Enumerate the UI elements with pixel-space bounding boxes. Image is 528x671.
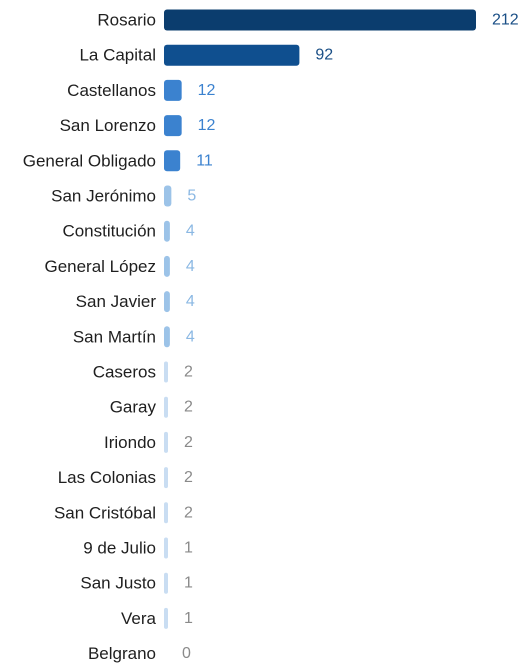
category-label: General Obligado bbox=[23, 151, 156, 170]
bar bbox=[164, 115, 182, 137]
category-label: San Lorenzo bbox=[60, 116, 156, 135]
value-label: 4 bbox=[186, 223, 195, 240]
value-label: 2 bbox=[184, 364, 193, 381]
category-label: 9 de Julio bbox=[83, 539, 156, 558]
value-label: 1 bbox=[184, 540, 193, 557]
category-label: Belgrano bbox=[88, 644, 156, 663]
bar bbox=[164, 572, 168, 594]
bar bbox=[164, 79, 182, 101]
bar bbox=[164, 9, 476, 31]
bar bbox=[164, 44, 300, 66]
value-label: 2 bbox=[184, 399, 193, 416]
value-label: 92 bbox=[315, 47, 333, 64]
category-label: San Jerónimo bbox=[51, 187, 156, 206]
bar bbox=[164, 396, 168, 418]
bar bbox=[164, 150, 181, 172]
value-label: 12 bbox=[198, 82, 216, 99]
value-label: 11 bbox=[196, 152, 213, 169]
bar bbox=[164, 361, 168, 383]
value-label: 1 bbox=[184, 610, 193, 627]
value-label: 4 bbox=[186, 258, 195, 275]
value-label: 2 bbox=[184, 504, 193, 521]
value-label: 1 bbox=[184, 575, 193, 592]
value-label: 0 bbox=[182, 645, 191, 662]
bar bbox=[164, 220, 170, 242]
value-label: 2 bbox=[184, 434, 193, 451]
category-label: San Javier bbox=[76, 292, 157, 311]
value-label: 5 bbox=[187, 188, 196, 205]
bar bbox=[164, 185, 172, 207]
category-label: Garay bbox=[110, 398, 157, 417]
bar bbox=[164, 291, 170, 313]
bar bbox=[164, 467, 168, 489]
category-label: Las Colonias bbox=[58, 468, 156, 487]
category-label: General López bbox=[44, 257, 156, 276]
bar bbox=[164, 431, 168, 453]
bar bbox=[164, 326, 170, 348]
category-label: Caseros bbox=[93, 363, 156, 382]
bar bbox=[164, 537, 168, 559]
category-label: Iriondo bbox=[104, 433, 156, 452]
category-label: Rosario bbox=[97, 11, 156, 30]
category-label: Vera bbox=[121, 609, 157, 628]
category-label: Constitución bbox=[62, 222, 156, 241]
value-label: 12 bbox=[198, 117, 216, 134]
category-label: San Cristóbal bbox=[54, 503, 156, 522]
bar bbox=[164, 607, 168, 629]
bar bbox=[164, 502, 168, 524]
category-label: La Capital bbox=[79, 46, 156, 65]
category-label: San Justo bbox=[80, 574, 156, 593]
value-label: 212 bbox=[492, 12, 519, 29]
value-label: 4 bbox=[186, 328, 195, 345]
category-label: Castellanos bbox=[67, 81, 156, 100]
value-label: 4 bbox=[186, 293, 195, 310]
bar bbox=[164, 255, 170, 277]
category-label: San Martín bbox=[73, 327, 156, 346]
value-label: 2 bbox=[184, 469, 193, 486]
